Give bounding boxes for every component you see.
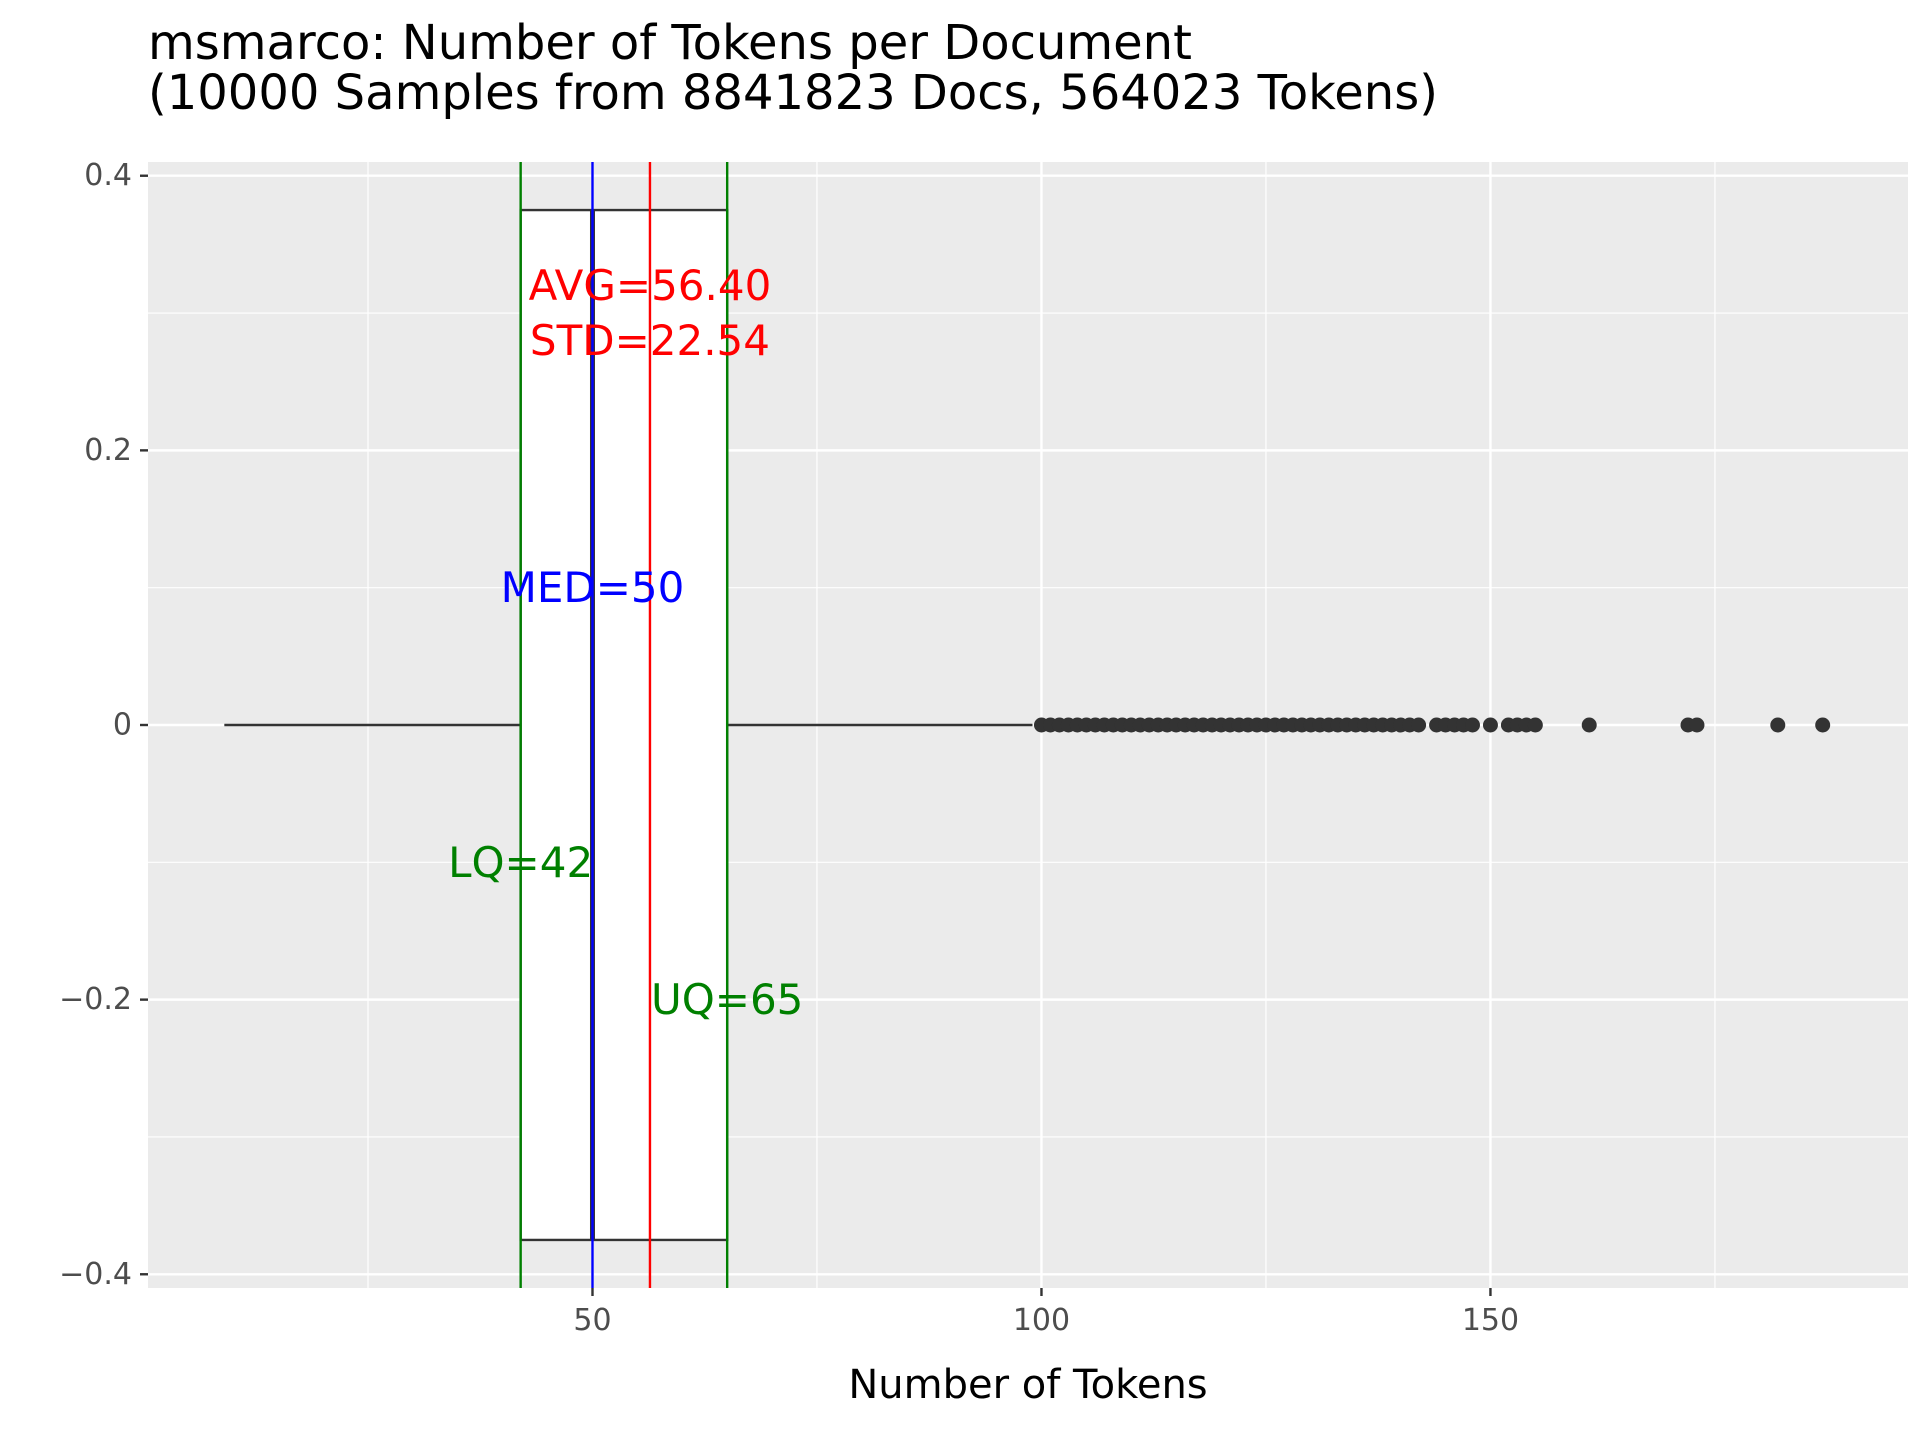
x-tick-label: 50	[573, 1303, 611, 1338]
outlier-point	[1770, 717, 1786, 733]
outlier-point	[1581, 717, 1597, 733]
y-tick-label: 0.4	[84, 158, 132, 193]
annotation-label: AVG=56.40	[529, 261, 772, 310]
annotation-label: STD=22.54	[530, 316, 770, 365]
outlier-point	[1689, 717, 1705, 733]
y-tick-label: −0.2	[59, 982, 132, 1017]
annotation-labels: AVG=56.40 STD=22.54 MED=50 LQ=42 UQ=65	[448, 261, 803, 1024]
outlier-point	[1527, 717, 1543, 733]
annotation-label: UQ=65	[651, 975, 803, 1024]
y-tick-label: 0	[113, 708, 132, 743]
reference-lines	[519, 162, 729, 1288]
annotation-label: MED=50	[501, 563, 685, 612]
chart-title: msmarco: Number of Tokens per Document	[148, 15, 1192, 71]
outlier-point	[1464, 717, 1480, 733]
x-axis-label: Number of Tokens	[848, 1362, 1207, 1408]
annotation-label: LQ=42	[448, 838, 593, 887]
axes: 50 100 150 0.4 0.2 0 −0.2 −0.4 Number of Tokens	[59, 158, 1519, 1408]
y-tick-label: −0.4	[59, 1257, 132, 1292]
outlier-point	[1482, 717, 1498, 733]
outlier-points	[1033, 717, 1831, 733]
x-tick-label: 150	[1462, 1303, 1519, 1338]
chart-subtitle: (10000 Samples from 8841823 Docs, 564023…	[148, 65, 1438, 121]
x-tick-label: 100	[1013, 1303, 1070, 1338]
outlier-point	[1815, 717, 1831, 733]
y-tick-label: 0.2	[84, 433, 132, 468]
outlier-point	[1411, 717, 1427, 733]
